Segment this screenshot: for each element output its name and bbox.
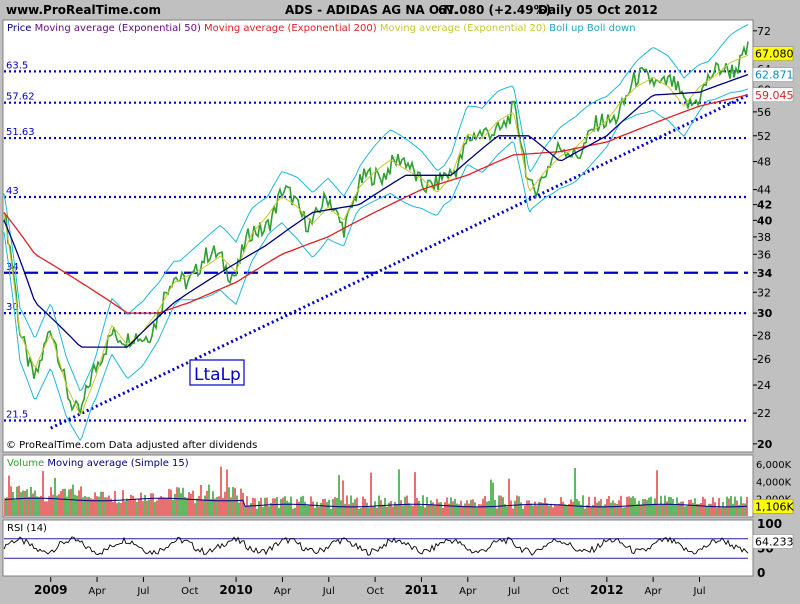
x-tick-label: 2011 xyxy=(405,583,438,597)
value-tag-box xyxy=(752,87,794,103)
y-tick-label: 20 xyxy=(757,438,773,451)
volume-panel[interactable] xyxy=(2,454,754,518)
y-tick-label: 36 xyxy=(757,248,771,261)
level-label: 30 xyxy=(6,302,19,313)
rsi-tick-label: 100 xyxy=(757,517,782,531)
level-label: 21.5 xyxy=(6,410,28,421)
y-tick-label: 56 xyxy=(757,106,771,119)
price-line xyxy=(3,41,749,415)
volume-tick-label: 4,000K xyxy=(756,477,792,488)
y-tick-label: 42 xyxy=(757,199,772,212)
x-tick-label: Apr xyxy=(459,586,477,597)
quote-value: 67.080 (+2.49%) xyxy=(438,3,551,17)
y-tick-label: 28 xyxy=(757,329,771,342)
value-tag-label: 67.080 xyxy=(755,48,794,61)
value-tag-box xyxy=(752,67,794,82)
x-tick-label: Apr xyxy=(645,586,663,597)
ema200-line xyxy=(3,94,749,314)
y-tick-label: 72 xyxy=(757,25,771,38)
data-footnote: © ProRealTime.com Data adjusted after di… xyxy=(6,440,257,451)
legend-entry: RSI (14) xyxy=(7,523,47,534)
y-tick-label: 22 xyxy=(757,407,771,420)
rsi-tick-label: 0 xyxy=(757,566,765,580)
rsi-lines xyxy=(3,536,749,559)
annotation-label: LtaLp xyxy=(194,365,241,385)
legend-entry: Price xyxy=(7,23,31,34)
trendline xyxy=(50,93,749,430)
volume-tag-label: 1,106K xyxy=(755,500,794,513)
legend-entry: Moving average (Exponential 200) xyxy=(201,23,377,34)
volume-bars xyxy=(4,466,748,516)
y-tick-label: 44 xyxy=(757,184,771,197)
rsi-panel[interactable] xyxy=(2,519,754,577)
legend-entry: Moving average (Exponential 20) xyxy=(377,23,547,34)
x-tick-label: Oct xyxy=(366,586,383,597)
rsi-line xyxy=(3,536,749,556)
level-label: 57.62 xyxy=(6,92,35,103)
price-series xyxy=(3,24,749,442)
x-tick-label: Jul xyxy=(692,586,705,597)
legend-entry: Volume xyxy=(7,458,44,469)
y-tick-label: 52 xyxy=(757,130,771,143)
period-date: Daily 05 Oct 2012 xyxy=(538,3,658,17)
rsi-tag-box xyxy=(752,534,794,549)
x-axis: 2009 Apr Jul Oct 2010 Apr Jul Oct 2011 Apr Jul Oct 2… xyxy=(34,577,706,597)
y-tick-label: 24 xyxy=(757,379,771,392)
value-tag-label: 59.045 xyxy=(755,89,794,102)
x-tick-label: Apr xyxy=(274,586,292,597)
volume-legend: Volume Moving average (Simple 15) xyxy=(7,458,189,469)
x-tick-label: Jul xyxy=(322,586,335,597)
y-tick-label: 38 xyxy=(757,231,771,244)
ema20-line xyxy=(3,54,749,416)
x-tick-label: 2012 xyxy=(590,583,623,597)
x-tick-label: 2010 xyxy=(219,583,252,597)
x-tick-label: Oct xyxy=(552,586,569,597)
price-axis: 7264605652484442403836343230282624222067… xyxy=(752,25,794,451)
ema50-line xyxy=(3,73,749,348)
volume-tag-box xyxy=(752,499,794,514)
volume-tick-label: 6,000K xyxy=(756,460,792,471)
legend-entry: Moving average (Simple 15) xyxy=(44,458,189,469)
legend-entry: Moving average (Exponential 50) xyxy=(31,23,201,34)
boll-up-line xyxy=(3,24,749,392)
x-tick-label: Oct xyxy=(181,586,198,597)
level-label: 43 xyxy=(6,186,19,197)
level-label: 63.5 xyxy=(6,60,28,71)
x-tick-label: Apr xyxy=(88,586,106,597)
annotation-box xyxy=(189,359,245,386)
price-panel[interactable] xyxy=(2,19,754,453)
y-tick-label: 34 xyxy=(757,267,773,280)
value-tag-box xyxy=(752,46,794,61)
x-tick-label: Jul xyxy=(136,586,149,597)
y-tick-label: 32 xyxy=(757,286,771,299)
rsi-legend: RSI (14) xyxy=(7,523,47,534)
value-tag-label: 62.871 xyxy=(755,69,794,82)
y-tick-label: 40 xyxy=(757,214,773,227)
price-legend: Price Moving average (Exponential 50) Mo… xyxy=(7,23,636,34)
legend-entry: Boll up Boll down xyxy=(546,23,635,34)
instrument-title: ADS - ADIDAS AG NA O.N. xyxy=(285,3,458,17)
site-title[interactable]: www.ProRealTime.com xyxy=(6,3,161,17)
volume-ma-line xyxy=(4,497,748,508)
y-tick-label: 30 xyxy=(757,307,773,320)
level-label: 51.63 xyxy=(6,127,35,138)
x-tick-label: Jul xyxy=(507,586,520,597)
y-tick-label: 26 xyxy=(757,353,771,366)
x-tick-label: 2009 xyxy=(34,583,67,597)
y-tick-label: 48 xyxy=(757,156,771,169)
rsi-tag-label: 64.233 xyxy=(755,536,794,549)
rsi-axis: 10050064.233 xyxy=(752,517,794,580)
